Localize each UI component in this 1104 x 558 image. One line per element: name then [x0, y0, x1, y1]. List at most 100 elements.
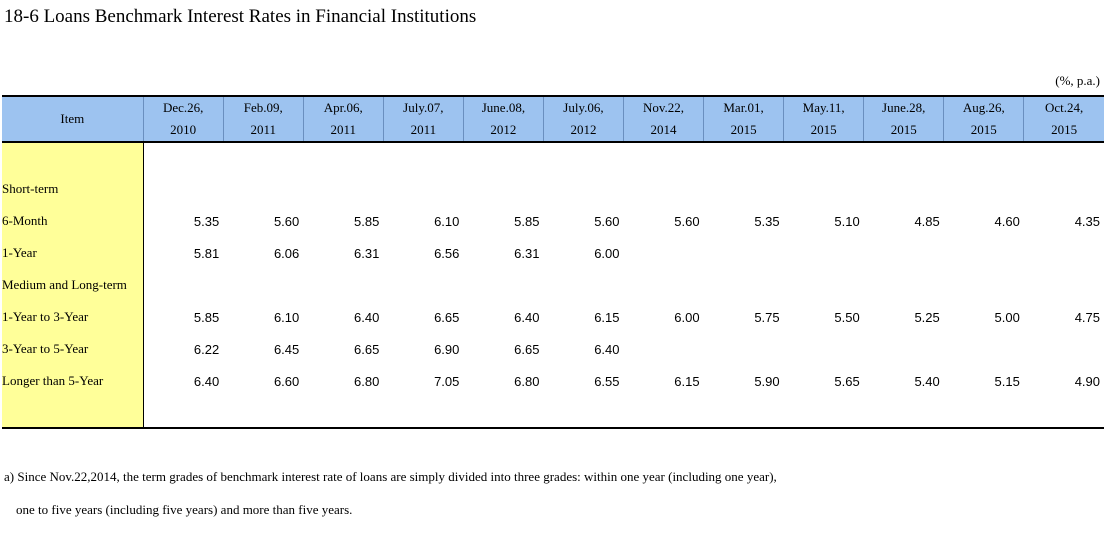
rate-cell: 5.60 — [273, 213, 300, 229]
rate-cell — [944, 237, 1024, 269]
rate-cell: 5.85 — [193, 309, 220, 325]
rate-cell: 4.35 — [1074, 213, 1100, 229]
rate-cell — [864, 237, 944, 269]
column-date: June.08, — [481, 100, 526, 115]
rate-cell — [624, 269, 704, 301]
rate-cell: 7.05 — [434, 373, 460, 389]
rate-cell — [784, 237, 864, 269]
column-year: 2011 — [330, 122, 357, 137]
spacer-label-cell — [2, 397, 144, 429]
rate-cell — [944, 173, 1024, 205]
rate-cell: 5.60 — [674, 213, 700, 229]
column-year: 2012 — [490, 122, 517, 137]
rate-cell — [944, 269, 1024, 301]
spacer-row — [2, 397, 1104, 429]
table-row: 3-Year to 5-Year 6.22 6.45 6.65 6.90 6.65 6.40 — [2, 333, 1104, 365]
rate-cell — [143, 269, 223, 301]
column-year: 2011 — [410, 122, 437, 137]
date-column-header: Dec.26, 2010 — [142, 95, 224, 143]
column-year: 2015 — [810, 122, 837, 137]
page-title: 18-6 Loans Benchmark Interest Rates in F… — [4, 6, 477, 27]
footnote-line-1: a) Since Nov.22,2014, the term grades of… — [4, 469, 777, 484]
rate-cell — [624, 333, 704, 365]
rate-cell: 4.75 — [1074, 309, 1100, 325]
date-column-header: May.11, 2015 — [783, 95, 864, 143]
rate-cell: 6.10 — [434, 213, 460, 229]
rate-cell — [303, 173, 383, 205]
column-date: Oct.24, — [1045, 100, 1084, 115]
table-row: Short-term — [2, 173, 1104, 205]
rate-cell — [704, 269, 784, 301]
rate-cell: 6.40 — [354, 309, 380, 325]
rate-cell — [784, 333, 864, 365]
rate-cell: 5.50 — [834, 309, 860, 325]
rate-cell — [864, 173, 944, 205]
rate-cell: 5.00 — [994, 309, 1020, 325]
rate-cell: 6.65 — [434, 309, 460, 325]
rate-cell — [784, 269, 864, 301]
column-year: 2015 — [1051, 122, 1078, 137]
rate-cell: 6.80 — [514, 373, 540, 389]
table-header-row: Item Dec.26, 2010 Feb.09, 2011 Apr.06, 2011 Ju… — [2, 95, 1104, 143]
rate-cell: 5.35 — [754, 213, 780, 229]
column-year: 2011 — [250, 122, 276, 137]
spacer-row — [2, 142, 1104, 173]
rate-cell — [864, 333, 944, 365]
unit-label: (%, p.a.) — [1055, 73, 1100, 88]
interest-rates-table: Item Dec.26, 2010 Feb.09, 2011 Apr.06, 2011 Ju… — [2, 95, 1104, 429]
rate-cell: 6.90 — [434, 341, 460, 357]
rate-cell: 6.55 — [594, 373, 620, 389]
column-year: 2015 — [730, 122, 757, 137]
rate-cell: 4.60 — [994, 213, 1020, 229]
table-row: 6-Month 5.35 5.60 5.85 6.10 5.85 5.60 5.60 5.35 5… — [2, 205, 1104, 237]
date-column-header: Aug.26, 2015 — [943, 95, 1024, 143]
rate-cell — [463, 269, 543, 301]
column-date: Aug.26, — [962, 100, 1005, 115]
column-date: July.06, — [563, 100, 604, 115]
column-date: Feb.09, — [243, 100, 283, 115]
footnote-line-2: one to five years (including five years)… — [16, 502, 353, 517]
table-row: 1-Year to 3-Year 5.85 6.10 6.40 6.65 6.40 6.15… — [2, 301, 1104, 333]
date-column-header: June.08, 2012 — [462, 95, 544, 143]
rate-cell — [1024, 237, 1104, 269]
rate-cell: 5.35 — [193, 213, 220, 229]
rate-cell: 5.81 — [193, 245, 220, 261]
rate-cell: 6.15 — [594, 309, 620, 325]
row-label: 1-Year — [2, 237, 144, 269]
row-label: 3-Year to 5-Year — [2, 333, 144, 365]
date-column-header: June.28, 2015 — [863, 95, 944, 143]
row-label: 1-Year to 3-Year — [2, 301, 144, 333]
rate-cell: 5.85 — [514, 213, 540, 229]
row-label: Short-term — [2, 173, 144, 205]
column-date: Nov.22, — [643, 100, 685, 115]
rate-cell — [463, 173, 543, 205]
rate-cell: 6.45 — [273, 341, 300, 357]
spacer-label-cell — [2, 142, 144, 173]
rate-cell: 6.15 — [674, 373, 700, 389]
item-column-header: Item — [2, 95, 144, 143]
rate-cell: 6.31 — [354, 245, 380, 261]
date-column-header: Nov.22, 2014 — [622, 95, 704, 143]
column-year: 2012 — [570, 122, 597, 137]
column-year: 2010 — [170, 122, 197, 137]
rate-cell: 5.40 — [914, 373, 940, 389]
date-column-header: Feb.09, 2011 — [222, 95, 304, 143]
rate-cell: 5.65 — [834, 373, 860, 389]
rate-cell — [303, 269, 383, 301]
rate-cell: 5.25 — [914, 309, 940, 325]
column-year: 2015 — [970, 122, 997, 137]
rate-cell — [704, 333, 784, 365]
rate-cell: 5.75 — [754, 309, 780, 325]
row-label: Medium and Long-term — [2, 269, 144, 301]
rate-cell — [704, 173, 784, 205]
date-column-header: Oct.24, 2015 — [1023, 95, 1104, 143]
date-column-header: Apr.06, 2011 — [302, 95, 384, 143]
spacer-cell — [143, 142, 1104, 173]
rate-cell: 5.15 — [994, 373, 1020, 389]
rate-cell: 6.40 — [193, 373, 220, 389]
rate-cell — [143, 173, 223, 205]
rate-cell — [383, 173, 463, 205]
column-date: Apr.06, — [323, 100, 363, 115]
table-row: Medium and Long-term — [2, 269, 1104, 301]
rate-cell: 6.56 — [434, 245, 460, 261]
